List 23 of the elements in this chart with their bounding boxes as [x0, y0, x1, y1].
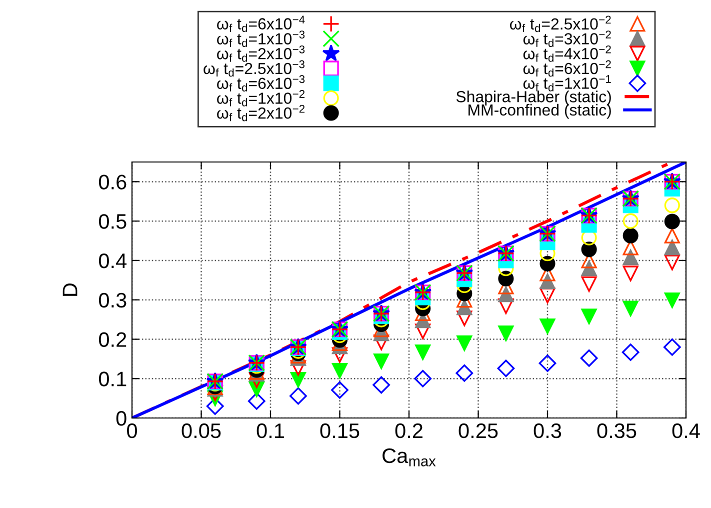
x-tick-label: 0.4 — [672, 423, 700, 438]
legend-label: ω$_{f}$ t$_{d}$=1x10$^{−1}$ — [523, 75, 611, 92]
x-tick-label: 0.3 — [534, 423, 562, 438]
x-tick-label: 0.2 — [395, 423, 422, 438]
x-tick-label: 0.05 — [182, 423, 221, 438]
y-axis-title: D — [62, 283, 78, 296]
x-tick-label: 0 — [127, 423, 137, 438]
y-tick-label: 0.6 — [98, 174, 126, 190]
legend-label: Shapira-Haber (static) — [456, 90, 611, 106]
x-axis-title: Ca$_{max}$ — [382, 448, 436, 466]
x-tick-label: 0.15 — [320, 423, 360, 438]
x-tick-label: 0.1 — [256, 423, 284, 438]
y-tick-label: 0.1 — [98, 372, 126, 386]
y-tick-label: 0.5 — [98, 214, 126, 229]
x-tick-label: 0.35 — [597, 423, 636, 438]
y-tick-label: 0 — [116, 411, 126, 426]
legend-label: ω$_{f}$ t$_{d}$=6x10$^{−4}$ — [217, 16, 305, 32]
y-tick-label: 0.4 — [98, 253, 127, 268]
legend-label: ω$_{f}$ t$_{d}$=1x10$^{−3}$ — [217, 30, 305, 47]
y-tick-label: 0.2 — [98, 332, 126, 347]
legend-label: MM-confined (static) — [468, 104, 611, 119]
x-tick-label: 0.25 — [458, 423, 498, 438]
y-tick-label: 0.3 — [98, 292, 126, 308]
